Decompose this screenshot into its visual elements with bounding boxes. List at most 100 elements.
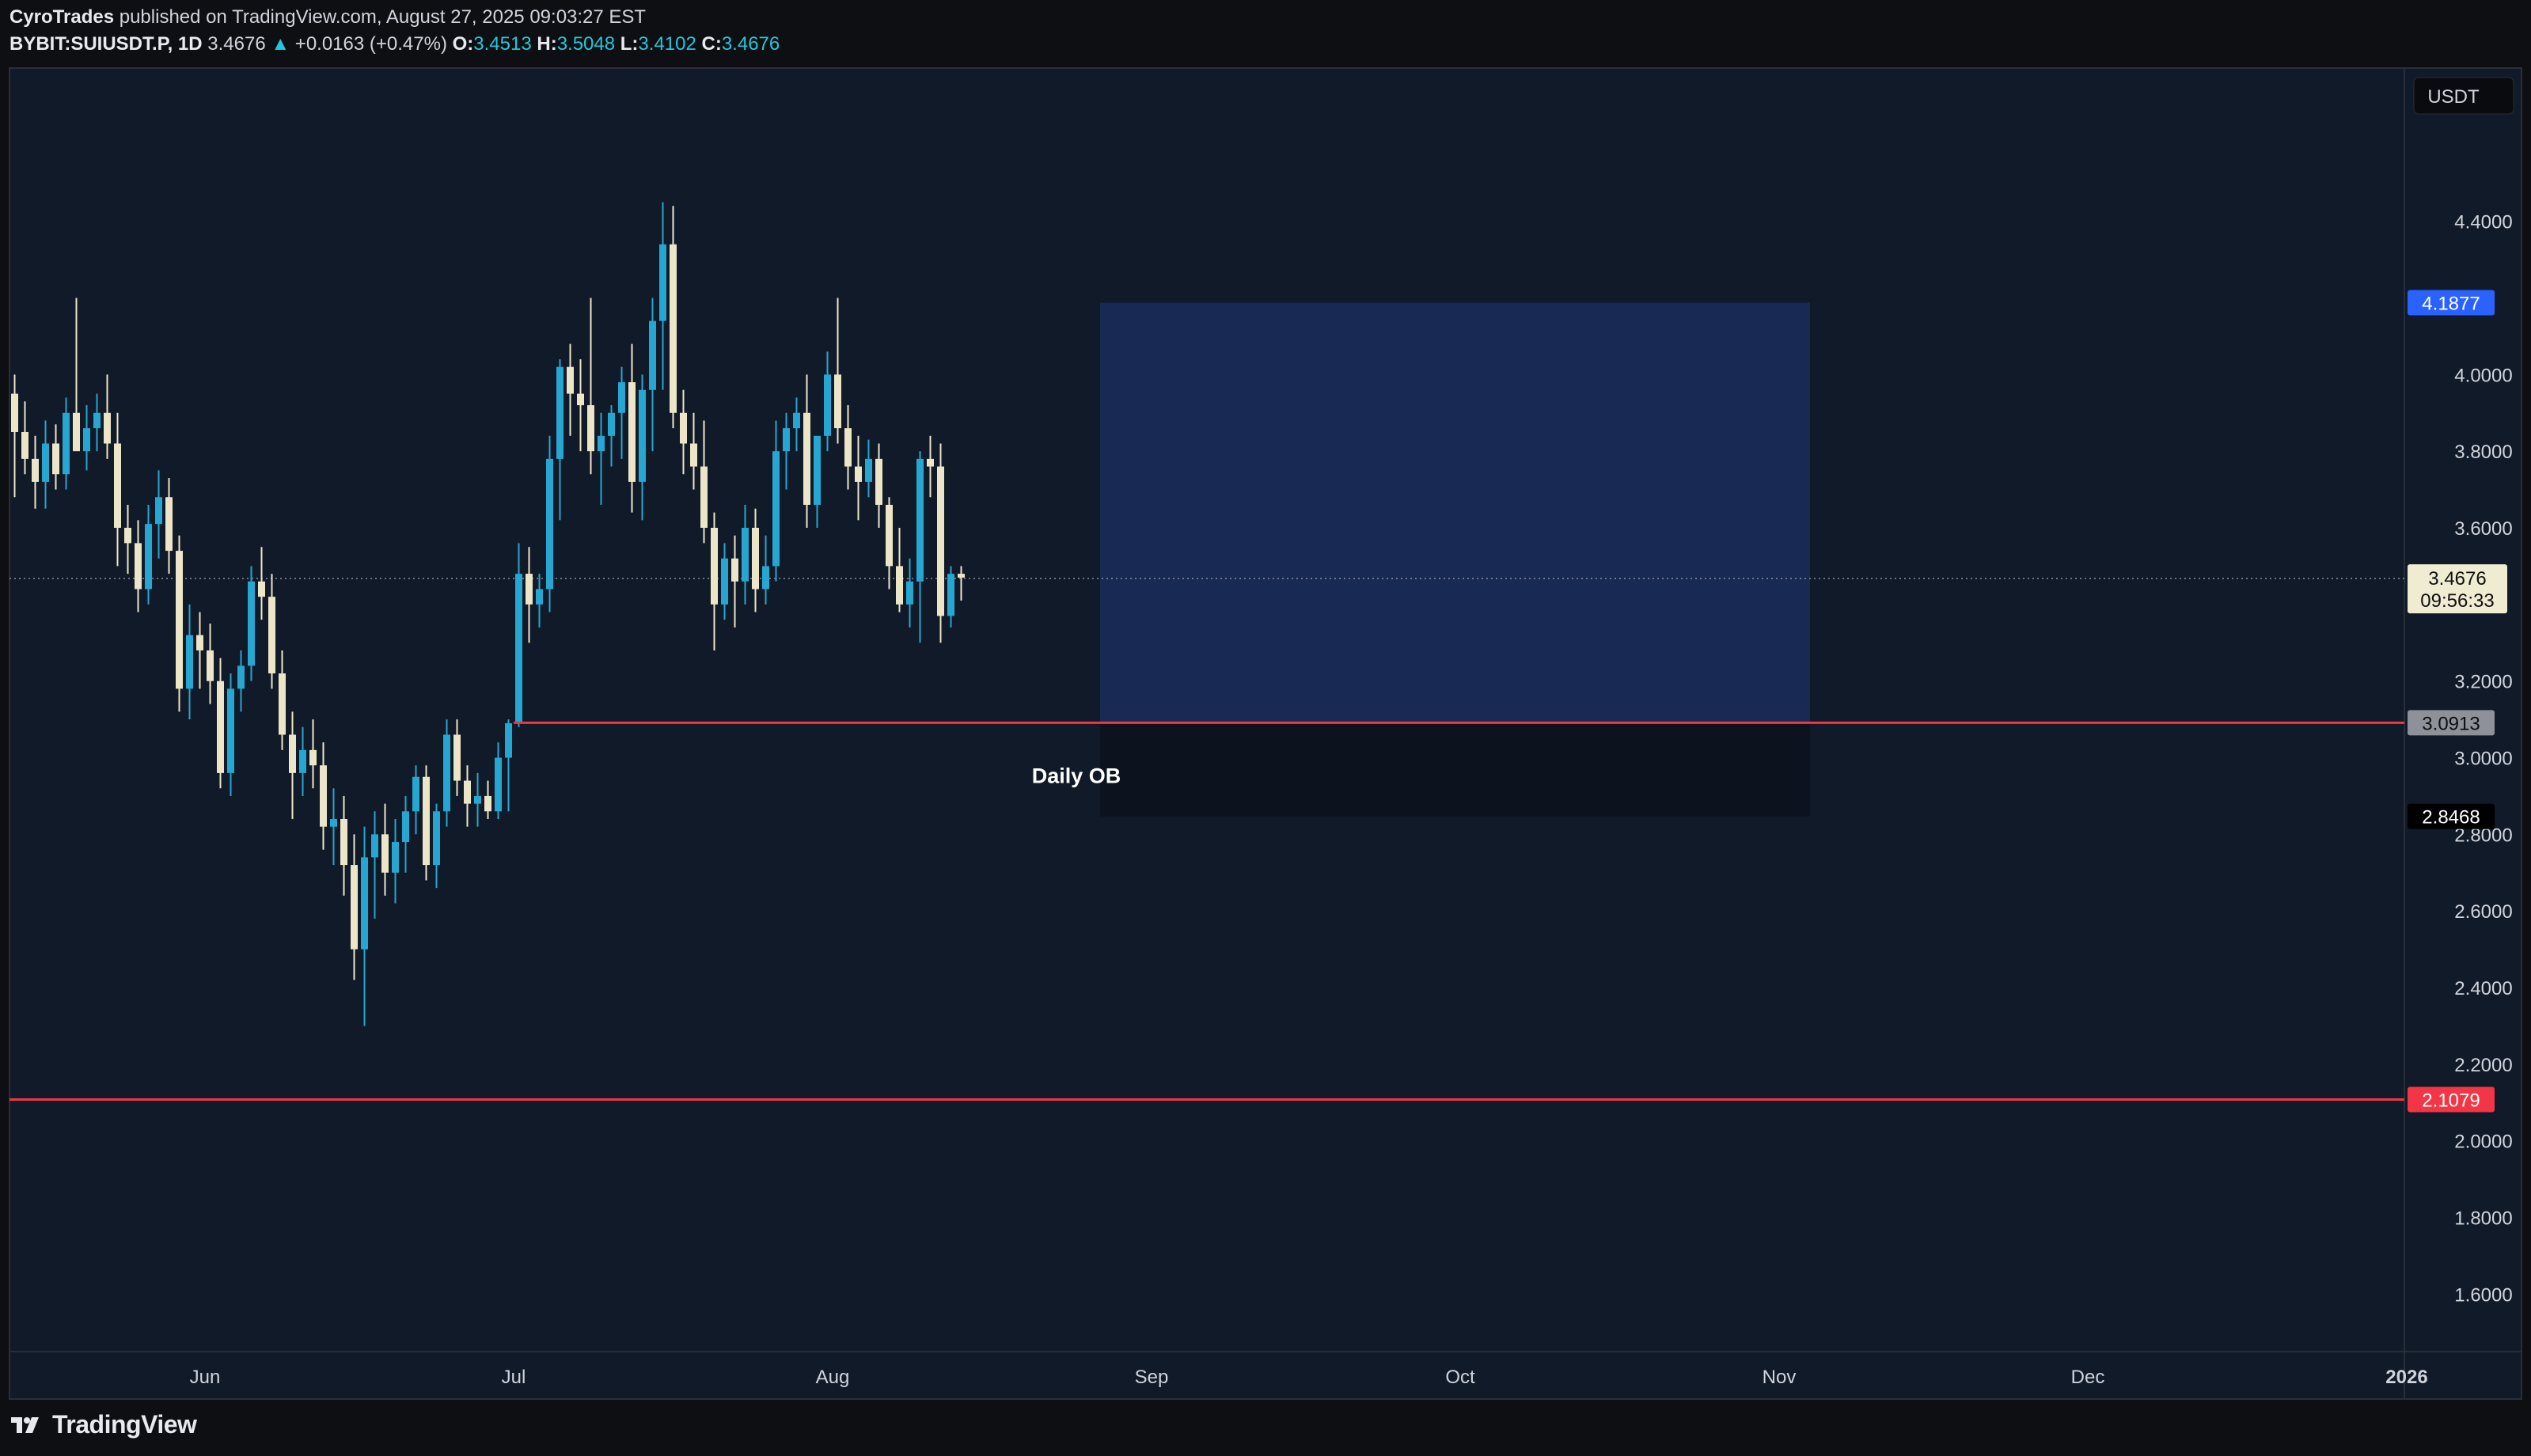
tradingview-logo-icon[interactable] [9,1414,44,1436]
candle-body[interactable] [32,458,39,482]
candle-body[interactable] [505,722,512,758]
candle-body[interactable] [381,834,389,873]
candle-body[interactable] [515,574,522,723]
candle-body[interactable] [289,734,296,773]
candle-body[interactable] [114,443,121,529]
candle-body[interactable] [412,776,419,812]
candle-body[interactable] [546,458,553,590]
candle-body[interactable] [237,665,245,689]
candle-body[interactable] [309,749,317,766]
candle-body[interactable] [495,757,502,812]
candle-body[interactable] [217,681,224,773]
candle-body[interactable] [83,428,90,452]
candle-body[interactable] [958,574,965,578]
candle-body[interactable] [762,566,769,590]
candle-body[interactable] [670,244,677,413]
candle-body[interactable] [587,405,594,452]
candle-body[interactable] [145,524,152,590]
target-zone[interactable] [1100,302,1810,723]
candle-body[interactable] [875,458,882,505]
candle-body[interactable] [258,581,265,597]
candle-body[interactable] [937,466,944,616]
candle-body[interactable] [567,366,574,394]
order-block-zone[interactable] [1100,722,1810,817]
candle-body[interactable] [927,458,934,467]
candle-body[interactable] [639,389,646,482]
candle-body[interactable] [21,431,28,459]
candle-body[interactable] [423,776,430,866]
candle-body[interactable] [73,412,80,452]
candle-body[interactable] [536,589,543,605]
candle-body[interactable] [124,528,131,544]
candle-body[interactable] [474,795,481,804]
candle-body[interactable] [886,504,893,567]
candle-body[interactable] [855,466,862,482]
candle-body[interactable] [186,635,193,689]
candle-body[interactable] [93,412,101,429]
candle-body[interactable] [155,497,162,525]
candle-body[interactable] [392,842,399,873]
candle-body[interactable] [453,734,461,781]
candle-body[interactable] [299,749,306,773]
candle-body[interactable] [690,443,697,467]
candle-body[interactable] [63,412,70,475]
candle-body[interactable] [906,581,913,605]
candle-body[interactable] [659,244,666,321]
candle-body[interactable] [104,412,111,444]
candle-body[interactable] [834,374,841,429]
candle-body[interactable] [947,574,954,616]
candle-body[interactable] [248,581,255,666]
candle-body[interactable] [268,597,275,674]
candle-body[interactable] [351,865,358,950]
candle-body[interactable] [526,574,533,605]
candle-body[interactable] [361,857,368,950]
candle-body[interactable] [814,435,821,505]
candle-body[interactable] [783,428,790,452]
candle-body[interactable] [227,688,234,773]
candle-body[interactable] [52,443,59,475]
candle-body[interactable] [721,558,728,605]
currency-selector[interactable] [2413,77,2514,115]
candle-body[interactable] [196,635,203,650]
tradingview-brand[interactable]: TradingView [52,1410,197,1439]
candle-body[interactable] [598,435,605,452]
candle-body[interactable] [824,374,831,436]
candle-body[interactable] [207,650,214,681]
candle-body[interactable] [320,765,327,827]
candle-body[interactable] [340,818,347,866]
candle-body[interactable] [916,458,924,582]
candle-body[interactable] [680,412,687,444]
candle-body[interactable] [11,393,18,432]
candle-body[interactable] [443,734,450,812]
candle-body[interactable] [793,412,800,429]
candle-body[interactable] [330,818,337,827]
candle-body[interactable] [433,811,440,866]
candle-body[interactable] [742,528,749,582]
candle-body[interactable] [772,451,780,567]
candle-body[interactable] [608,412,615,436]
symbol-label[interactable]: BYBIT:SUIUSDT.P, 1D [9,33,203,55]
candle-body[interactable] [464,780,471,804]
candle-body[interactable] [577,393,584,406]
author-name[interactable]: CyroTrades [9,6,115,28]
candle-body[interactable] [176,551,183,689]
candle-body[interactable] [484,795,491,812]
candle-body[interactable] [556,366,563,459]
candle-body[interactable] [42,443,49,482]
candle-body[interactable] [371,834,378,858]
candle-body[interactable] [865,458,872,482]
candle-body[interactable] [700,466,708,529]
candle-body[interactable] [165,497,173,552]
candle-body[interactable] [896,566,903,605]
currency-label[interactable]: USDT [2427,86,2480,108]
candle-body[interactable] [649,320,656,390]
candle-body[interactable] [628,382,636,482]
candle-body[interactable] [731,558,738,582]
candle-body[interactable] [711,528,718,605]
candle-body[interactable] [752,528,759,590]
candle-body[interactable] [402,811,409,843]
candle-body[interactable] [279,673,286,735]
candle-body[interactable] [844,428,852,467]
candle-body[interactable] [803,412,810,505]
candle-body[interactable] [618,382,625,413]
